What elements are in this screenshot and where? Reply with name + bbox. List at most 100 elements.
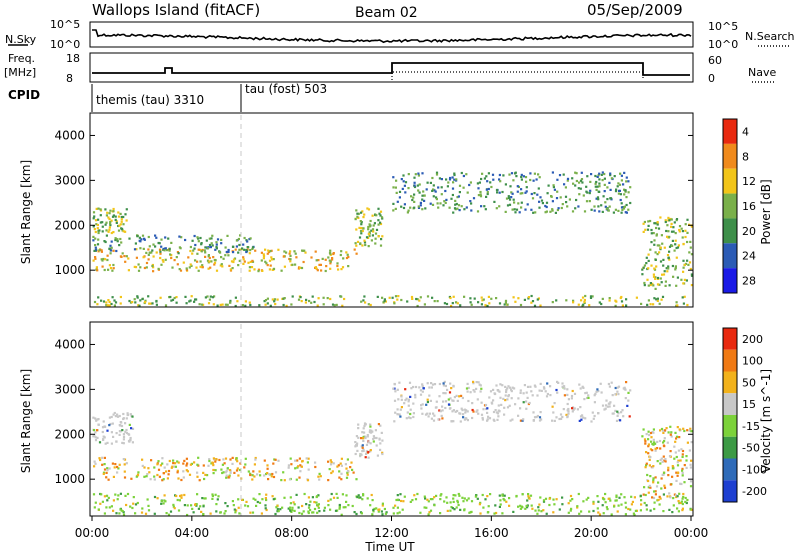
echo-cell (211, 493, 214, 496)
echo-cell (517, 297, 520, 300)
echo-cell (121, 510, 124, 513)
echo-cell (504, 210, 507, 213)
echo-cell (310, 256, 313, 259)
echo-cell (125, 462, 128, 465)
echo-cell (580, 510, 583, 513)
echo-cell (201, 248, 204, 252)
echo-cell (645, 262, 648, 265)
echo-cell (373, 222, 376, 225)
echo-cell (113, 304, 116, 307)
echo-cell (112, 214, 115, 217)
cpid-panel: CPID themis (tau) 3310 tau (fost) 503 (8, 82, 327, 112)
echo-cell (136, 473, 140, 476)
echo-cell (202, 303, 205, 306)
echo-cell (519, 389, 522, 392)
echo-cell (655, 265, 658, 268)
echo-cell (253, 268, 256, 271)
echo-cell (317, 475, 320, 478)
echo-cell (186, 462, 189, 465)
echo-cell (307, 496, 310, 499)
echo-cell (443, 302, 446, 305)
echo-cell (624, 388, 627, 391)
echo-cell (110, 219, 113, 222)
echo-cell (444, 406, 447, 410)
echo-cell (114, 415, 117, 418)
echo-cell (613, 505, 616, 508)
y-tick-label: 1000 (54, 263, 85, 277)
echo-cell (566, 415, 569, 418)
echo-cell (114, 463, 117, 466)
echo-cell (115, 512, 118, 515)
echo-cell (654, 251, 657, 254)
echo-cell (309, 508, 312, 512)
echo-cell (375, 436, 378, 440)
echo-cell (475, 387, 478, 390)
echo-cell (168, 249, 171, 252)
echo-cell (591, 411, 594, 414)
echo-cell (105, 214, 108, 217)
freq-tick-left-top: 18 (66, 52, 80, 65)
echo-cell (438, 409, 441, 412)
echo-cell (588, 192, 591, 195)
echo-cell (409, 412, 412, 416)
echo-cell (485, 188, 488, 191)
echo-cell (654, 276, 657, 279)
echo-cell (235, 469, 239, 472)
echo-cell (147, 509, 151, 512)
echo-cell (456, 196, 459, 199)
echo-cell (497, 404, 500, 407)
echo-cell (294, 252, 297, 255)
echo-cell (179, 247, 182, 250)
echo-cell (313, 507, 317, 511)
echo-cell (519, 303, 523, 307)
echo-cell (127, 257, 130, 260)
echo-cell (166, 477, 169, 480)
echo-cell (584, 417, 587, 420)
echo-cell (528, 497, 531, 500)
echo-cell (102, 471, 106, 474)
echo-cell (213, 295, 216, 298)
echo-cell (124, 230, 127, 233)
echo-cell (215, 245, 218, 249)
echo-cell (345, 500, 348, 503)
echo-cell (372, 224, 375, 227)
echo-cell (668, 245, 672, 248)
echo-cell (680, 482, 683, 486)
echo-cell (377, 508, 380, 511)
echo-cell (401, 187, 404, 190)
echo-cell (609, 197, 613, 200)
echo-cell (275, 506, 278, 509)
echo-cell (469, 200, 472, 203)
echo-cell (120, 241, 123, 244)
echo-cell (99, 458, 102, 462)
echo-cell (208, 237, 211, 240)
echo-cell (484, 304, 487, 307)
echo-cell (208, 243, 212, 247)
echo-cell (689, 267, 692, 271)
echo-cell (152, 270, 155, 273)
echo-cell (121, 441, 124, 444)
echo-cell (642, 428, 645, 431)
echo-cell (479, 193, 482, 196)
echo-cell (354, 445, 357, 448)
echo-cell (553, 402, 556, 405)
echo-cell (237, 506, 240, 509)
echo-cell (499, 180, 502, 183)
colorbar-tick-label: 8 (742, 150, 749, 163)
echo-cell (119, 492, 122, 495)
echo-cell (671, 264, 674, 268)
echo-cell (530, 301, 533, 304)
echo-cell (526, 203, 529, 206)
echo-cell (346, 473, 349, 476)
echo-cell (519, 504, 522, 507)
echo-cell (682, 242, 685, 246)
echo-cell (624, 501, 627, 504)
echo-cell (674, 268, 677, 271)
echo-cell (645, 451, 648, 454)
echo-cell (110, 249, 113, 252)
echo-cell (179, 494, 182, 498)
echo-cell (660, 487, 663, 490)
echo-cell (659, 260, 663, 263)
echo-cell (507, 394, 510, 397)
echo-cell (394, 295, 398, 298)
